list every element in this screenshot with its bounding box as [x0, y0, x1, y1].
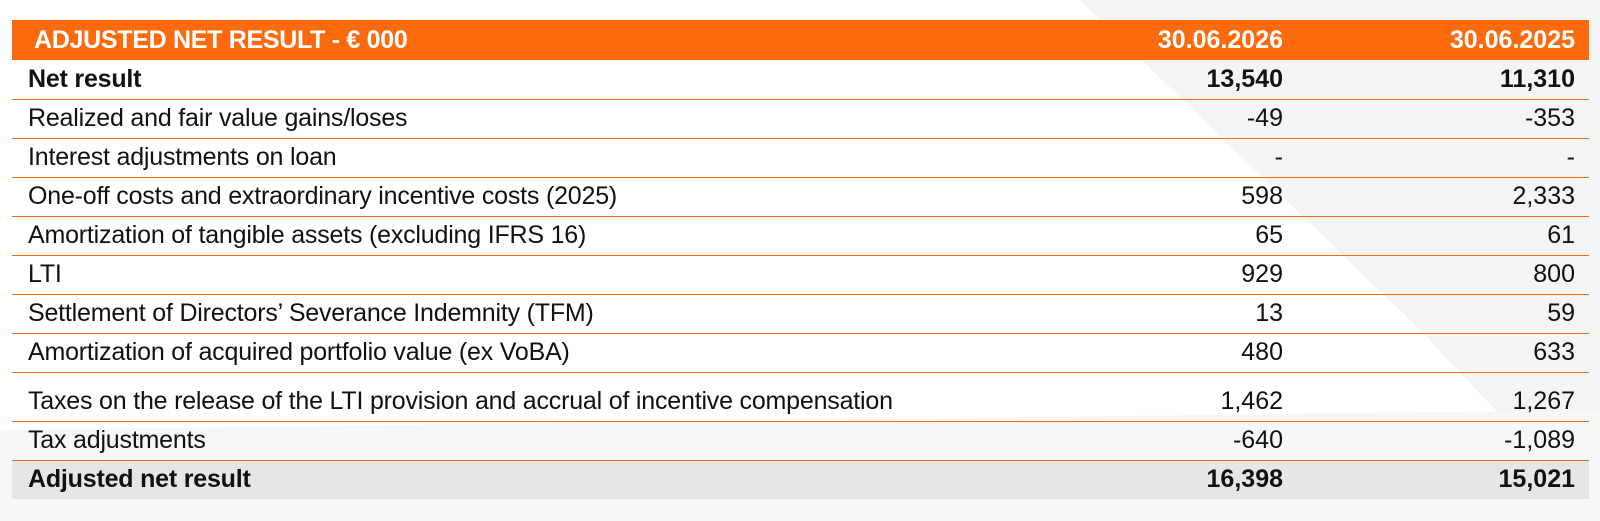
row-value-2025: -1,089 [1504, 426, 1575, 454]
row-value-2026: 1,462 [1220, 386, 1283, 415]
row-value-2025: - [1566, 143, 1575, 171]
row-label: LTI [28, 260, 62, 288]
row-value-2025: 11,310 [1499, 64, 1575, 93]
row-value-2026: 480 [1241, 338, 1283, 366]
row-value-2026: -49 [1246, 104, 1283, 132]
table-row: Interest adjustments on loan - - [12, 138, 1589, 177]
row-value-2025: -353 [1524, 104, 1575, 132]
table-row-adjusted-net-result: Adjusted net result 16,398 15,021 [12, 460, 1589, 499]
table-title: ADJUSTED NET RESULT - € 000 [34, 25, 408, 54]
row-label: Realized and fair value gains/loses [28, 104, 408, 132]
row-value-2025: 633 [1533, 338, 1575, 366]
row-label: Tax adjustments [28, 426, 206, 454]
table-row-net-result: Net result 13,540 11,310 [12, 60, 1589, 99]
row-value-2026: 13 [1255, 299, 1283, 327]
table-row: LTI 929 800 [12, 255, 1589, 294]
table-row: Amortization of tangible assets (excludi… [12, 216, 1589, 255]
table-header-row: ADJUSTED NET RESULT - € 000 30.06.2026 3… [12, 20, 1589, 60]
table-row: Taxes on the release of the LTI provisio… [12, 372, 1589, 421]
row-value-2026: - [1274, 143, 1283, 171]
row-value-2026: 598 [1241, 182, 1283, 210]
table-row: Amortization of acquired portfolio value… [12, 333, 1589, 372]
row-label: Interest adjustments on loan [28, 143, 337, 171]
table-row: One-off costs and extraordinary incentiv… [12, 177, 1589, 216]
row-value-2025: 15,021 [1498, 465, 1575, 494]
table-row: Settlement of Directors’ Severance Indem… [12, 294, 1589, 333]
row-label: Net result [28, 64, 142, 93]
table-row: Tax adjustments -640 -1,089 [12, 421, 1589, 460]
row-label: Taxes on the release of the LTI provisio… [28, 386, 893, 415]
adjusted-net-result-table-container: ADJUSTED NET RESULT - € 000 30.06.2026 3… [12, 20, 1589, 499]
row-value-2026: -640 [1232, 426, 1283, 454]
row-value-2025: 800 [1533, 260, 1575, 288]
column-header-2025: 30.06.2025 [1449, 25, 1575, 54]
row-label: Amortization of acquired portfolio value… [28, 338, 570, 366]
row-label: Adjusted net result [28, 465, 251, 494]
row-label: Settlement of Directors’ Severance Indem… [28, 299, 594, 327]
row-value-2026: 65 [1255, 221, 1283, 249]
row-label: One-off costs and extraordinary incentiv… [28, 182, 618, 210]
row-value-2025: 1,267 [1512, 386, 1575, 415]
row-value-2025: 59 [1547, 299, 1575, 327]
adjusted-net-result-table: ADJUSTED NET RESULT - € 000 30.06.2026 3… [12, 20, 1589, 499]
row-value-2026: 929 [1241, 260, 1283, 288]
table-row: Realized and fair value gains/loses -49 … [12, 99, 1589, 138]
row-value-2025: 2,333 [1512, 182, 1575, 210]
row-value-2025: 61 [1547, 221, 1575, 249]
row-value-2026: 13,540 [1206, 64, 1283, 93]
row-label: Amortization of tangible assets (excludi… [28, 221, 587, 249]
row-value-2026: 16,398 [1206, 465, 1283, 494]
column-header-2026: 30.06.2026 [1157, 25, 1283, 54]
